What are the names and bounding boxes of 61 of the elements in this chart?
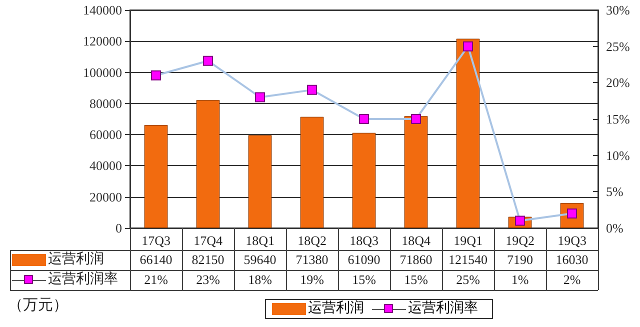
x-tick-label: 18Q2 — [298, 233, 326, 248]
bar — [404, 116, 428, 228]
text: 运营利润率 — [408, 301, 478, 316]
data-label: 82150 — [190, 251, 226, 269]
y-tick-label: 40000 — [90, 158, 122, 174]
data-label: 61090 — [346, 251, 382, 269]
bar — [352, 132, 376, 228]
x-tick-label: 18Q3 — [350, 233, 378, 248]
y2-tick-label: 30% — [606, 2, 630, 18]
point — [463, 41, 473, 52]
data-label: 1% — [510, 271, 530, 289]
x-tick-label: 18Q1 — [246, 233, 274, 248]
data-label: 2% — [562, 271, 582, 289]
y2-tick-label: 5% — [606, 184, 624, 200]
bar — [300, 116, 324, 228]
point — [307, 84, 317, 95]
x-tick-label: 18Q4 — [402, 233, 431, 248]
y2-tick-label: 20% — [606, 75, 630, 90]
point — [359, 114, 369, 124]
data-label: 16030 — [554, 251, 590, 269]
point — [411, 114, 421, 124]
data-label: 15% — [403, 271, 429, 289]
legend-label: 运营利润 — [47, 250, 105, 269]
data-label: 25% — [455, 271, 481, 289]
data-label: 121540 — [448, 251, 488, 269]
y2-tick-label: 15% — [606, 112, 630, 126]
point — [255, 92, 265, 102]
y-tick-label: 140000 — [83, 2, 122, 18]
x-tick-label: 17Q4 — [194, 233, 223, 248]
data-label: 23% — [195, 271, 221, 289]
data-label: 19% — [299, 271, 325, 289]
data-label: 66140 — [138, 251, 174, 269]
data-label: 59640 — [242, 251, 278, 269]
y-tick-label: 100000 — [83, 64, 122, 80]
data-label: 71380 — [294, 251, 330, 269]
bar — [196, 100, 220, 228]
x-tick-label: 19Q1 — [454, 233, 482, 248]
bar — [456, 38, 480, 228]
data-label: 21% — [143, 271, 169, 289]
y2-tick-label: 25% — [606, 38, 630, 54]
y2-tick-label: 0% — [606, 220, 624, 236]
x-tick-label: 19Q3 — [558, 233, 586, 248]
bar — [144, 125, 168, 228]
data-label: 7190 — [506, 251, 534, 269]
text: （万元） — [8, 298, 68, 314]
x-tick-label: 19Q2 — [506, 233, 534, 248]
y-tick-label: 80000 — [90, 96, 122, 111]
y2-tick-label: 10% — [606, 148, 630, 163]
data-label: 15% — [351, 271, 377, 289]
y-tick-label: 120000 — [83, 34, 122, 49]
text: 运营利润 — [308, 301, 364, 316]
x-tick-label: 17Q3 — [142, 233, 170, 248]
y-tick-label: 0 — [116, 220, 122, 236]
point — [203, 56, 213, 66]
data-label: 18% — [247, 271, 273, 289]
data-label: 71860 — [398, 251, 434, 269]
legend-label: 运营利润率 — [47, 270, 119, 289]
y-tick-label: 60000 — [90, 127, 122, 142]
point — [151, 70, 161, 80]
y-tick-label: 20000 — [90, 189, 122, 204]
bar — [248, 135, 272, 228]
